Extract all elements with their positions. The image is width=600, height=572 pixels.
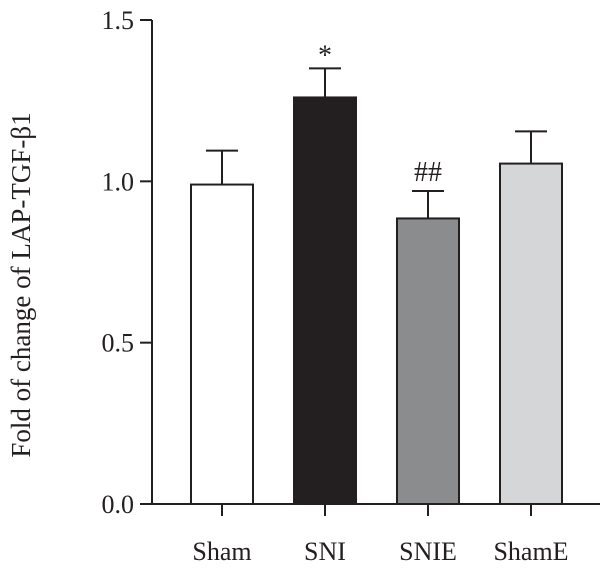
plot-area: 0.0 0.5 1.0 1.5 Sham * SNI ## SNIE ShamE — [102, 6, 600, 566]
y-tick-label: 1.0 — [102, 167, 135, 196]
bar-sni — [293, 96, 357, 505]
bar-shame — [499, 162, 563, 505]
y-tick-label: 1.5 — [102, 6, 135, 35]
significance-label: ## — [414, 157, 442, 188]
x-tick-label: SNI — [304, 537, 346, 566]
y-axis-title: Fold of change of LAP-TGF-β1 — [6, 112, 36, 457]
bar-sham — [190, 183, 254, 505]
y-tick-label: 0.5 — [102, 329, 135, 358]
significance-label: * — [318, 40, 332, 71]
x-tick-label: Sham — [192, 537, 251, 566]
y-tick-label: 0.0 — [102, 490, 135, 519]
bar-snie — [396, 217, 460, 505]
x-tick-label: SNIE — [399, 537, 457, 566]
x-tick-label: ShamE — [493, 537, 568, 566]
